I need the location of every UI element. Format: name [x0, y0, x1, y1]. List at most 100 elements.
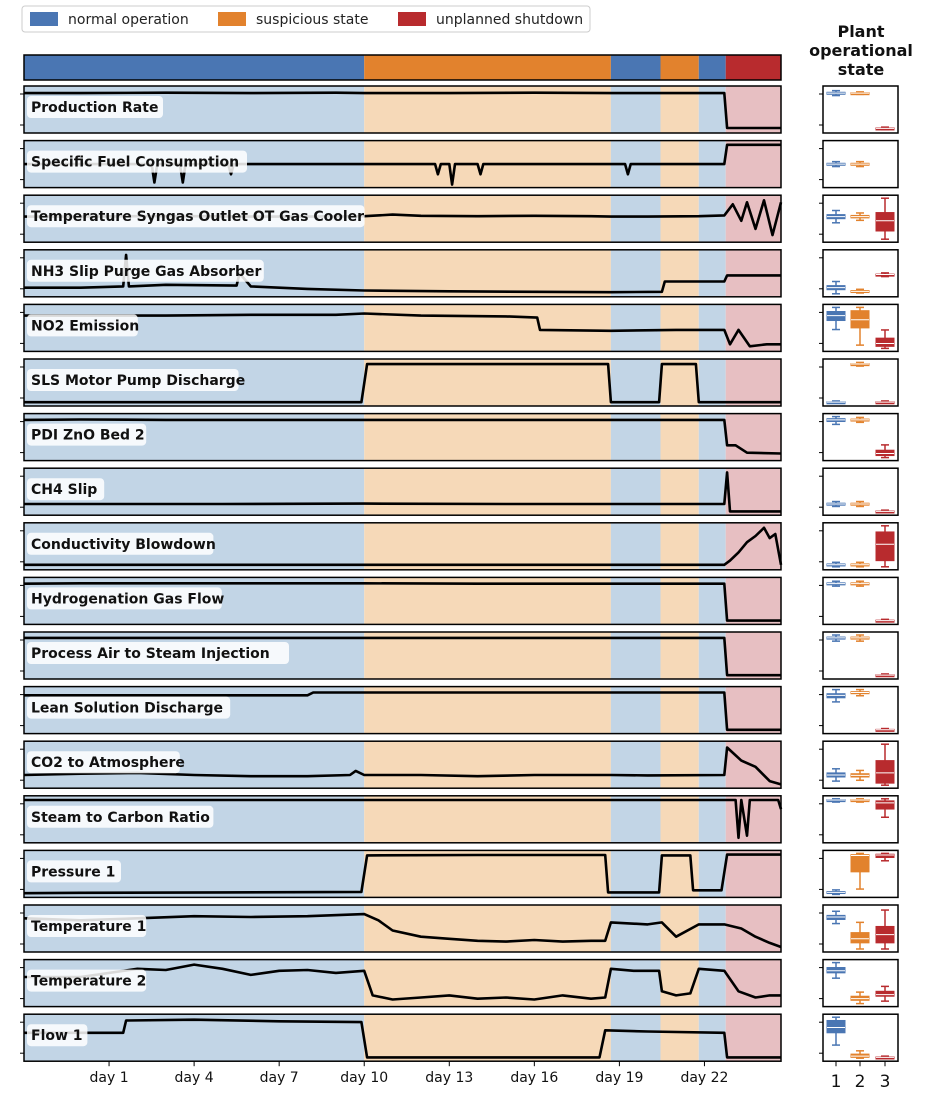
box-body	[875, 800, 895, 810]
panel-frame	[23, 522, 782, 571]
panel-frame	[23, 85, 782, 134]
series-line	[24, 471, 781, 513]
state-boxplot-panel	[819, 740, 899, 789]
legend-swatch	[218, 12, 246, 26]
box-body	[850, 932, 870, 944]
variable-label: SLS Motor Pump Discharge	[31, 373, 245, 389]
panel-background	[725, 86, 781, 133]
variable-panel: SLS Motor Pump Discharge	[20, 358, 782, 407]
panel-frame	[23, 467, 782, 516]
panel-background	[698, 632, 726, 679]
state-boxplot-panel	[819, 303, 899, 353]
panel-background	[364, 522, 611, 570]
panel-background	[610, 249, 661, 297]
series-line	[24, 798, 783, 840]
series-line	[23, 853, 781, 895]
legend-label: normal operation	[68, 12, 189, 28]
legend-frame	[21, 5, 591, 33]
x-tick-label: day 4	[175, 1070, 214, 1086]
box-body	[875, 853, 895, 858]
variable-panel: Temperature 1	[20, 904, 782, 953]
series-line	[24, 526, 783, 567]
panel-background	[364, 1014, 611, 1062]
variable-label: PDI ZnO Bed 2	[31, 428, 145, 444]
label-bg	[27, 696, 231, 719]
series-line	[24, 636, 781, 677]
variable-label: Pressure 1	[31, 864, 115, 880]
panel-background	[698, 413, 726, 461]
variable-panel: Steam to Carbon Ratio	[20, 795, 783, 844]
panel-background	[725, 468, 781, 516]
panel-background	[725, 522, 781, 570]
variable-panel: Flow 1	[20, 1013, 782, 1062]
label-bg	[27, 369, 239, 391]
series-line	[23, 746, 782, 786]
panel-background	[364, 795, 611, 843]
legend: normal operation suspicious state unplanne…	[21, 5, 591, 33]
state-boxplot-panel	[819, 576, 899, 626]
panel-background	[610, 522, 661, 570]
panel-background	[660, 304, 699, 352]
x-tick-label: day 16	[510, 1070, 558, 1086]
side-panel-title: Plant	[837, 22, 884, 41]
variable-label: Process Air to Steam Injection	[31, 646, 270, 662]
panel-background	[698, 905, 726, 952]
series-line	[24, 253, 781, 294]
series-line	[23, 582, 781, 622]
panel-background	[725, 577, 781, 625]
box-body	[875, 531, 895, 562]
legend-label: unplanned shutdown	[436, 12, 583, 28]
panels: Production Rate Specific Fuel Consumption…	[20, 85, 783, 1062]
label-bg	[27, 969, 147, 992]
variable-label: Lean Solution Discharge	[31, 701, 223, 717]
x-tick-label: day 7	[260, 1070, 299, 1086]
panel-background	[660, 468, 699, 516]
state-bar-frame	[23, 54, 782, 81]
label-bg	[27, 96, 163, 118]
label-bg	[27, 1024, 88, 1047]
box-body	[826, 1019, 846, 1034]
series-line	[23, 418, 782, 455]
variable-label: Flow 1	[31, 1028, 83, 1044]
box-body	[875, 337, 895, 347]
panel-background	[364, 686, 611, 734]
variable-label: Temperature 2	[31, 974, 146, 990]
x-tick-label: day 10	[340, 1070, 388, 1086]
variable-panel: Conductivity Blowdown	[20, 522, 783, 571]
panel-background	[660, 1014, 699, 1062]
state-boxplot-panel	[819, 849, 899, 899]
series-line	[24, 91, 781, 130]
panel-background	[660, 795, 699, 843]
panel-frame	[23, 1013, 782, 1062]
label-bg	[27, 805, 214, 828]
x-tick-label: day 13	[425, 1070, 473, 1086]
panel-frame	[23, 958, 782, 1008]
box-body	[826, 967, 846, 974]
x-tick-label: day 19	[595, 1070, 643, 1086]
legend-label: suspicious state	[256, 12, 368, 28]
variable-label: Specific Fuel Consumption	[31, 155, 239, 171]
series-line	[24, 691, 781, 732]
panel-background	[610, 195, 661, 243]
panel-background	[698, 522, 726, 570]
variable-panel: CO2 to Atmosphere	[20, 740, 782, 789]
panel-background	[725, 686, 781, 734]
label-bg	[27, 532, 214, 555]
series-line	[24, 963, 781, 1001]
variable-panel: Pressure 1	[20, 849, 782, 899]
label-bg	[27, 915, 147, 937]
box-body	[875, 449, 895, 457]
variable-label: Steam to Carbon Ratio	[31, 810, 210, 826]
panel-background	[660, 632, 699, 679]
panel-background	[660, 577, 699, 625]
state-boxplot-panel	[819, 249, 899, 298]
variable-panel: Production Rate	[20, 85, 782, 134]
variable-panel: Temperature Syngas Outlet OT Gas Cooler	[20, 194, 783, 243]
side-panels	[819, 85, 899, 1062]
panel-background	[698, 468, 726, 516]
label-bg	[27, 150, 247, 173]
panel-frame	[23, 685, 782, 735]
panel-background	[364, 632, 611, 679]
variable-panel: Process Air to Steam Injection	[20, 631, 782, 680]
